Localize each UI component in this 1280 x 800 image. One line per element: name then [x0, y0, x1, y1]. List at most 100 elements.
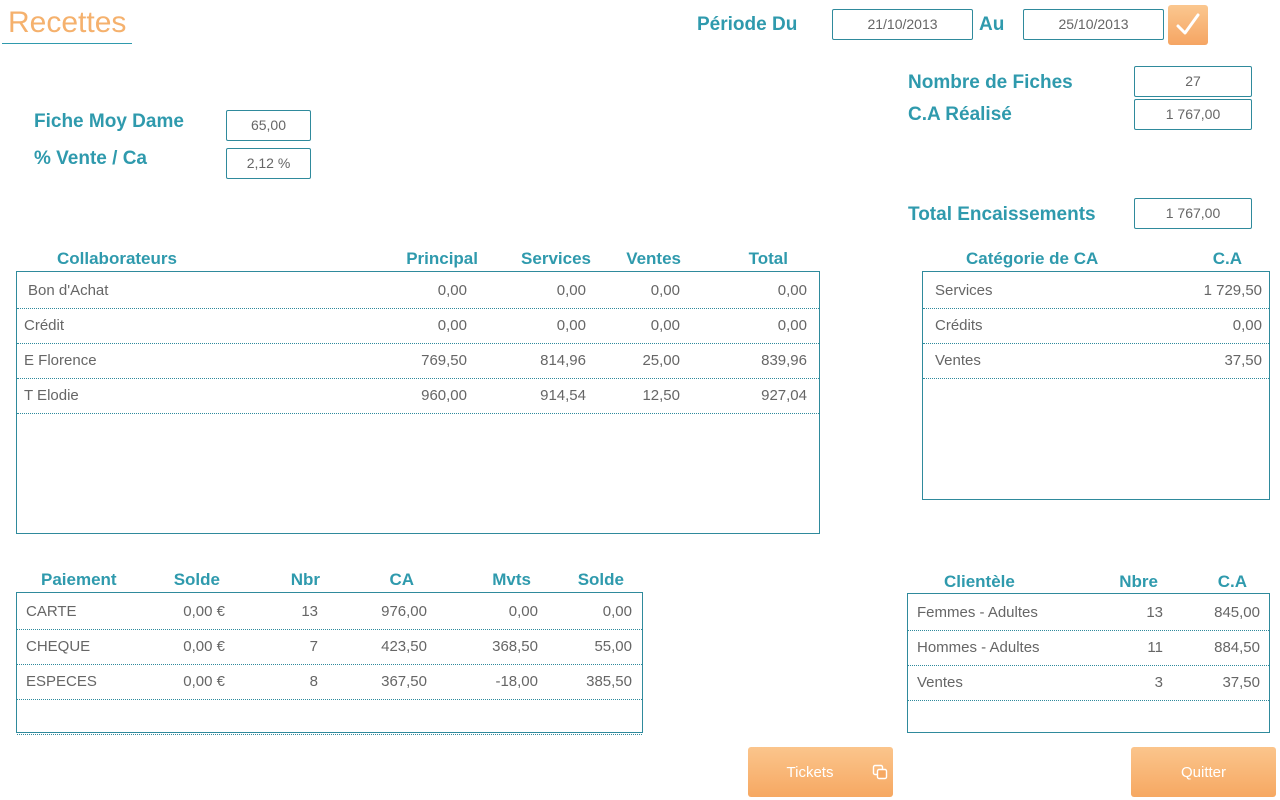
paiement-solde: 0,00 € — [183, 638, 225, 655]
paiement-nbr: 7 — [309, 638, 318, 655]
paiement-header-name: Paiement — [41, 570, 117, 589]
copy-icon — [872, 764, 888, 780]
table-row[interactable]: Femmes - Adultes 13 845,00 — [908, 595, 1269, 631]
clientele-nbre: 3 — [1154, 674, 1163, 691]
clientele-ca: 37,50 — [1222, 674, 1260, 691]
paiement-nbr: 13 — [301, 603, 318, 620]
paiement-ca: 976,00 — [381, 603, 427, 620]
collab-principal: 769,50 — [421, 352, 467, 369]
paiement-mvts: 0,00 — [508, 603, 538, 620]
paiement-solde: 0,00 € — [183, 603, 225, 620]
collab-name: T Elodie — [24, 387, 79, 404]
collab-principal: 0,00 — [437, 317, 467, 334]
paiement-name: CHEQUE — [26, 638, 91, 655]
clientele-name: Hommes - Adultes — [917, 639, 1040, 656]
categorie-name: Services — [935, 282, 993, 299]
collab-header-name: Collaborateurs — [57, 249, 177, 268]
paiement-solde2: 55,00 — [594, 638, 632, 655]
paiement-name: CARTE — [26, 603, 77, 620]
clientele-header-name: Clientèle — [944, 572, 1015, 591]
paiement-header-solde2: Solde — [577, 570, 624, 589]
collab-name: E Florence — [24, 352, 97, 369]
collab-total: 0,00 — [777, 317, 807, 334]
clientele-table[interactable]: Femmes - Adultes 13 845,00 Hommes - Adul… — [907, 593, 1270, 733]
total-enc-label: Total Encaissements — [908, 204, 1096, 225]
categorie-ca: 37,50 — [1224, 352, 1262, 369]
quitter-button[interactable]: Quitter — [1131, 747, 1276, 797]
table-row[interactable]: Bon d'Achat 0,00 0,00 0,00 0,00 — [17, 273, 819, 309]
table-row[interactable]: Crédits 0,00 — [923, 308, 1269, 344]
clientele-ca: 884,50 — [1214, 639, 1260, 656]
paiement-solde: 0,00 € — [183, 673, 225, 690]
paiements-table[interactable]: CARTE 0,00 € 13 976,00 0,00 0,00 CHEQUE … — [16, 592, 643, 735]
table-row[interactable]: Hommes - Adultes 11 884,50 — [908, 630, 1269, 666]
collaborateurs-table[interactable]: Bon d'Achat 0,00 0,00 0,00 0,00 Crédit 0… — [16, 271, 820, 534]
paiement-header-mvts: Mvts — [492, 570, 531, 589]
table-row[interactable]: T Elodie 960,00 914,54 12,50 927,04 — [17, 378, 819, 414]
nb-fiches-label: Nombre de Fiches — [908, 72, 1073, 93]
collab-header-total: Total — [748, 249, 788, 268]
collab-header-services: Services — [521, 249, 591, 268]
clientele-nbre: 13 — [1146, 604, 1163, 621]
paiement-mvts: 368,50 — [492, 638, 538, 655]
categorie-ca: 0,00 — [1232, 317, 1262, 334]
collab-total: 839,96 — [761, 352, 807, 369]
collab-ventes: 0,00 — [650, 317, 680, 334]
categorie-name: Ventes — [935, 352, 981, 369]
categorie-header-ca: C.A — [1212, 249, 1242, 268]
categorie-ca: 1 729,50 — [1203, 282, 1262, 299]
period-from-field[interactable]: 21/10/2013 — [832, 9, 973, 40]
collab-header-principal: Principal — [406, 249, 478, 268]
paiement-solde2: 385,50 — [586, 673, 632, 690]
paiement-header-solde: Solde — [173, 570, 220, 589]
paiement-mvts: -18,00 — [495, 673, 538, 690]
period-to-label: Au — [979, 14, 1005, 35]
table-row[interactable]: CARTE 0,00 € 13 976,00 0,00 0,00 — [17, 594, 642, 630]
categorie-name: Crédits — [935, 317, 983, 334]
paiement-solde2: 0,00 — [602, 603, 632, 620]
collab-ventes: 25,00 — [642, 352, 680, 369]
tickets-button[interactable]: Tickets — [748, 747, 893, 797]
period-from-label: Période Du — [697, 14, 798, 35]
paiement-header-ca: CA — [389, 570, 414, 589]
table-row[interactable]: Services 1 729,50 — [923, 273, 1269, 309]
table-row[interactable]: Ventes 37,50 — [923, 343, 1269, 379]
table-row[interactable]: Ventes 3 37,50 — [908, 665, 1269, 701]
table-row[interactable]: ESPECES 0,00 € 8 367,50 -18,00 385,50 — [17, 664, 642, 700]
clientele-header-ca: C.A — [1217, 572, 1247, 591]
collab-services: 914,54 — [540, 387, 586, 404]
period-to-field[interactable]: 25/10/2013 — [1023, 9, 1164, 40]
clientele-nbre: 11 — [1147, 639, 1163, 656]
table-row[interactable]: E Florence 769,50 814,96 25,00 839,96 — [17, 343, 819, 379]
table-row[interactable]: CHEQUE 0,00 € 7 423,50 368,50 55,00 — [17, 629, 642, 665]
categories-table[interactable]: Services 1 729,50 Crédits 0,00 Ventes 37… — [922, 271, 1270, 500]
collab-principal: 0,00 — [437, 282, 467, 299]
checkmark-icon — [1176, 13, 1200, 35]
clientele-name: Ventes — [917, 674, 963, 691]
collab-services: 0,00 — [556, 282, 586, 299]
paiement-ca: 423,50 — [381, 638, 427, 655]
collab-ventes: 0,00 — [650, 282, 680, 299]
ca-realise-label: C.A Réalisé — [908, 104, 1012, 125]
fiche-moy-field: 65,00 — [226, 110, 311, 141]
collab-total: 0,00 — [777, 282, 807, 299]
tickets-button-label: Tickets — [786, 763, 834, 781]
validate-button[interactable] — [1168, 5, 1208, 45]
paiement-nbr: 8 — [309, 673, 318, 690]
table-row[interactable] — [17, 699, 642, 735]
vente-ca-field: 2,12 % — [226, 148, 311, 179]
collab-total: 927,04 — [761, 387, 807, 404]
collab-name: Crédit — [24, 317, 65, 334]
total-enc-field: 1 767,00 — [1134, 198, 1252, 229]
clientele-ca: 845,00 — [1214, 604, 1260, 621]
collab-principal: 960,00 — [421, 387, 467, 404]
nb-fiches-field: 27 — [1134, 66, 1252, 97]
collab-name: Bon d'Achat — [28, 282, 109, 299]
collab-services: 814,96 — [540, 352, 586, 369]
collab-services: 0,00 — [556, 317, 586, 334]
table-row[interactable]: Crédit 0,00 0,00 0,00 0,00 — [17, 308, 819, 344]
clientele-header-nbre: Nbre — [1119, 572, 1158, 591]
clientele-name: Femmes - Adultes — [917, 604, 1038, 621]
categorie-header-name: Catégorie de CA — [966, 249, 1099, 268]
vente-ca-label: % Vente / Ca — [34, 148, 147, 169]
